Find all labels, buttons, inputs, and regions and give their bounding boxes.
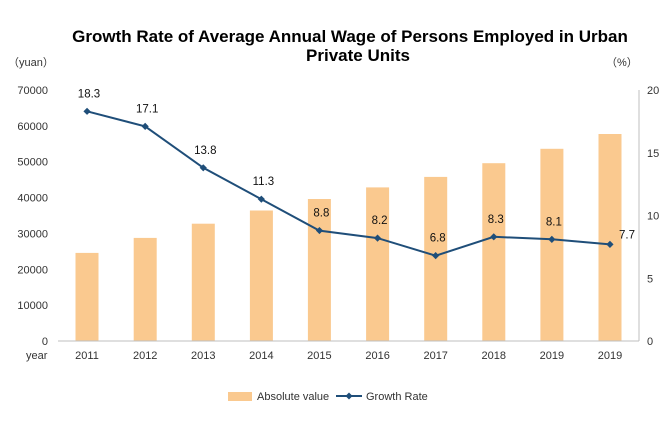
right-tick-label: 10: [647, 211, 659, 223]
left-tick-label: 10000: [17, 300, 48, 312]
growth-rate-label-2015: 8.8: [313, 208, 329, 220]
x-tick-label: 2013: [191, 350, 215, 362]
growth-rate-point-2016: [373, 234, 382, 242]
left-axis-ticks: 0 10000 20000 30000 40000 50000 60000 70000: [17, 85, 48, 348]
growth-rate-label-2013: 13.8: [194, 145, 216, 157]
bar-2013: [191, 223, 215, 341]
bar-2015: [307, 199, 331, 341]
x-tick-label: 2019: [540, 350, 564, 362]
growth-rate-label-2017: 6.8: [430, 233, 446, 245]
legend: Absolute value Growth Rate: [228, 391, 428, 403]
x-tick-label: 2011: [75, 350, 99, 362]
bar-2011: [75, 252, 99, 341]
x-axis-label: year: [26, 350, 48, 362]
left-tick-label: 50000: [17, 157, 48, 169]
growth-rate-point-2011: [83, 107, 91, 115]
growth-rate-point-2017: [432, 252, 440, 260]
legend-label-absolute-value: Absolute value: [257, 391, 329, 403]
growth-rate-label-2011: 18.3: [78, 88, 100, 100]
chart-title-line2: Private Units: [306, 46, 410, 65]
left-tick-label: 0: [42, 336, 48, 348]
growth-rate-point-2015: [315, 226, 324, 235]
x-tick-label: 2019: [598, 350, 622, 362]
x-tick-label: 2018: [482, 350, 506, 362]
growth-rate-label-2019: 8.1: [546, 216, 562, 228]
left-tick-label: 60000: [17, 121, 48, 133]
x-tick-label: 2015: [307, 350, 331, 362]
legend-label-growth-rate: Growth Rate: [366, 391, 428, 403]
bar-2019: [598, 134, 622, 341]
growth-rate-label-2019: 7.7: [619, 229, 635, 241]
growth-rate-label-2016: 8.2: [372, 215, 388, 227]
right-axis-ticks: 0 5 10 15 20: [647, 85, 659, 348]
legend-marker-growth-rate: [345, 392, 353, 400]
growth-rate-point-2014: [257, 195, 265, 203]
bar-2019: [540, 148, 564, 341]
right-tick-label: 5: [647, 273, 653, 285]
growth-rate-point-2019: [548, 235, 556, 243]
growth-rate-point-2019: [606, 240, 614, 248]
left-tick-label: 20000: [17, 264, 48, 276]
left-tick-label: 70000: [17, 85, 48, 97]
x-tick-label: 2014: [249, 350, 273, 362]
left-tick-label: 30000: [17, 228, 48, 240]
chart-title-line1: Growth Rate of Average Annual Wage of Pe…: [72, 27, 628, 46]
right-tick-label: 15: [647, 148, 659, 160]
x-tick-label: 2017: [423, 350, 447, 362]
growth-rate-label-2012: 17.1: [136, 103, 158, 115]
x-tick-label: 2016: [365, 350, 389, 362]
line-series: [83, 107, 614, 260]
growth-rate-point-2013: [199, 164, 207, 172]
right-tick-label: 20: [647, 85, 659, 97]
x-axis-ticks: 2011 2012 2013 2014 2015 2016 2017 2018 2019 2019: [75, 350, 622, 362]
bar-2014: [249, 210, 273, 341]
bar-2012: [133, 237, 157, 341]
right-tick-label: 0: [647, 336, 653, 348]
bar-series: [75, 134, 622, 341]
right-axis-unit: （%）: [606, 56, 638, 69]
growth-rate-label-2018: 8.3: [488, 214, 504, 226]
left-axis-unit: （yuan）: [8, 56, 54, 69]
growth-rate-label-2014: 11.3: [253, 176, 275, 188]
growth-rate-point-2018: [490, 233, 498, 241]
bar-2016: [366, 187, 390, 341]
x-tick-label: 2012: [133, 350, 157, 362]
growth-rate-line: [86, 110, 611, 257]
growth-rate-point-2012: [141, 122, 149, 130]
data-labels: 18.3 17.1 13.8 11.3 8.8 8.2 6.8 8.3 8.1 7.7: [78, 88, 635, 244]
left-tick-label: 40000: [17, 193, 48, 205]
legend-swatch-absolute-value: [228, 392, 252, 401]
bar-2018: [482, 163, 506, 341]
